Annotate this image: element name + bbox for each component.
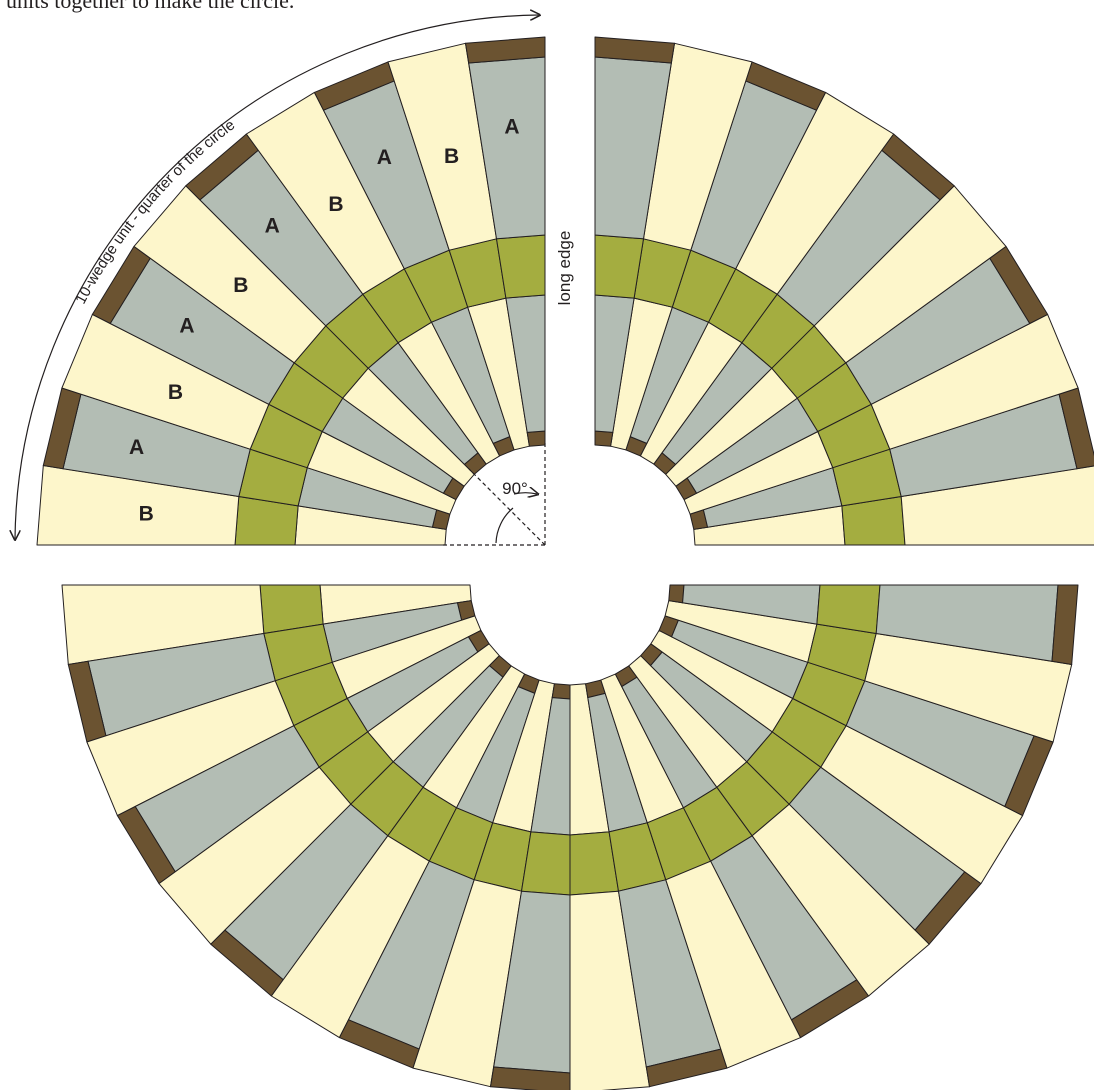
wedge-b-2 — [683, 313, 1079, 515]
wedge-a-1 — [67, 600, 476, 743]
wedge-inner-tip — [594, 430, 614, 447]
quarter-top-left: B A B A B A B A B A — [36, 36, 546, 546]
wedge-label: B — [168, 381, 183, 404]
wedge-b-8 — [610, 42, 753, 451]
wedge-b-0 — [61, 584, 472, 665]
wedge-a-11 — [585, 679, 728, 1088]
wedge-label: B — [233, 274, 248, 297]
wedge-a-13 — [614, 665, 870, 1039]
wedge-a-17 — [658, 615, 1054, 817]
wedge-label: A — [377, 146, 392, 169]
wedge-a-15 — [640, 643, 982, 945]
wedge-outer-cap — [1051, 584, 1079, 665]
wedge-outer-cap — [490, 1066, 571, 1090]
wedge-outer-cream — [900, 465, 1094, 546]
wedge-label: B — [328, 193, 343, 216]
wedge-a-19 — [668, 584, 1079, 665]
wedge-label: B — [444, 145, 459, 168]
wedge-label: A — [504, 115, 519, 138]
wedge-label: B — [139, 503, 154, 526]
angle-label: 90° — [502, 479, 528, 498]
wedge-inner-tip — [551, 683, 571, 700]
wedge-a-9 — [594, 36, 675, 447]
wedge-b-10 — [569, 683, 650, 1090]
wedge-a-7 — [625, 61, 827, 457]
wedge-inner-tip — [526, 430, 546, 447]
wedge-a-7 — [338, 673, 540, 1069]
long-edge-label: long edge — [555, 231, 574, 306]
wedge-a-5 — [653, 133, 955, 475]
wedge-label: A — [265, 215, 280, 238]
wedge-b-16 — [650, 629, 1024, 885]
wedge-a-3 — [675, 245, 1049, 501]
wedge-inner-tip — [668, 584, 685, 604]
wedge-label: A — [129, 436, 144, 459]
half-bottom — [61, 584, 1079, 1090]
wedge-a-1 — [689, 387, 1094, 530]
wedge-label: A — [179, 315, 194, 338]
quarter-guide-arc — [15, 15, 539, 539]
right-angle-marker: 90° — [443, 443, 546, 546]
wedge-b-12 — [600, 673, 802, 1069]
wedge-a-3 — [116, 629, 490, 885]
wedge-b-0 — [693, 465, 1094, 546]
wedge-outer-cap — [594, 36, 675, 64]
quarter-top-right — [594, 36, 1094, 546]
wedge-b-14 — [628, 655, 930, 997]
wedge-b-4 — [158, 643, 500, 945]
wedge-b-2 — [86, 615, 482, 817]
